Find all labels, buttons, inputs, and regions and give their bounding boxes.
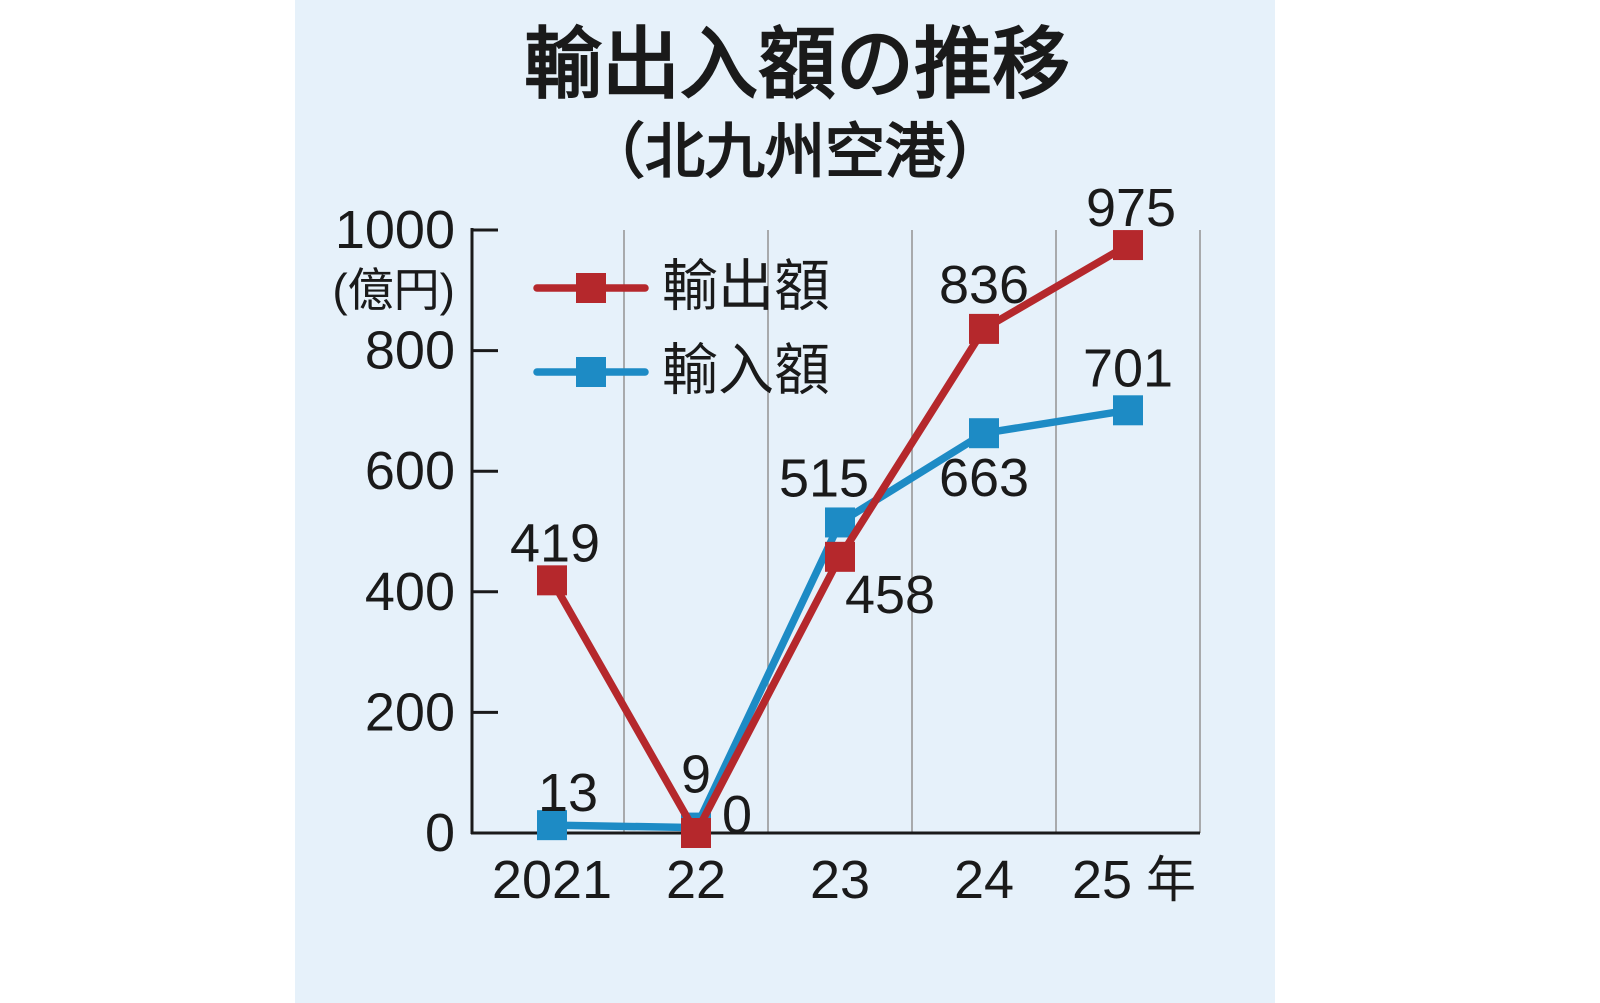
legend-import-label: 輸入額: [662, 339, 830, 402]
export-point-marker: [1113, 230, 1143, 261]
export-data-label: 0: [722, 785, 752, 845]
export-data-label: 419: [510, 513, 600, 573]
export-data-label: 836: [939, 255, 1029, 315]
legend-item-import: 輸入額: [533, 339, 830, 402]
x-tick-label: 2021: [492, 850, 612, 910]
import-data-label: 701: [1083, 338, 1173, 398]
chart-title: 輸出入額の推移: [524, 20, 1070, 108]
export-point-marker: [681, 818, 711, 848]
y-tick-label: 1000: [335, 200, 455, 260]
x-tick-label: 25: [1072, 850, 1132, 910]
x-tick-labels: 2021 22 23 24 25: [492, 850, 1132, 910]
legend-export-marker-swatch: [576, 273, 606, 303]
legend-import-marker-swatch: [576, 357, 606, 387]
y-tick-label: 600: [365, 441, 455, 501]
chart-subtitle: （北九州空港）: [585, 119, 1005, 186]
y-tick-label: 0: [425, 803, 455, 863]
x-tick-label: 22: [666, 850, 726, 910]
y-tick-label: 200: [365, 682, 455, 742]
import-data-label: 515: [779, 448, 869, 508]
export-point-marker: [825, 541, 855, 572]
series-layer: [537, 230, 1143, 848]
export-point-marker: [969, 313, 999, 344]
import-point-marker: [969, 418, 999, 449]
y-tick-labels: 0 200 400 600 800 1000: [335, 200, 455, 863]
legend-item-export: 輸出額: [533, 255, 830, 318]
export-data-label: 975: [1086, 178, 1176, 238]
import-point-marker: [537, 810, 567, 841]
x-tick-label: 24: [954, 850, 1014, 910]
import-data-label: 663: [939, 448, 1029, 508]
y-unit-label: (億円): [332, 264, 455, 316]
export-point-marker: [537, 565, 567, 596]
export-data-label: 458: [845, 565, 935, 625]
export-series: [537, 230, 1143, 848]
import-data-label: 9: [681, 745, 711, 805]
import-series: [537, 395, 1143, 843]
data-labels: 419 0 458 836 975 13 9 515 663 701: [510, 178, 1176, 845]
import-data-label: 13: [538, 763, 598, 823]
import-point-marker: [825, 507, 855, 538]
y-tick-label: 400: [365, 562, 455, 622]
x-unit-label: 年: [1146, 852, 1196, 908]
x-tick-label: 23: [810, 850, 870, 910]
legend-export-label: 輸出額: [662, 255, 830, 318]
legend: 輸出額 輸入額: [533, 255, 830, 402]
gridlines: [623, 230, 1201, 833]
chart-panel-background: [295, 0, 1275, 1003]
import-point-marker: [1113, 395, 1143, 426]
y-tick-label: 800: [365, 321, 455, 381]
